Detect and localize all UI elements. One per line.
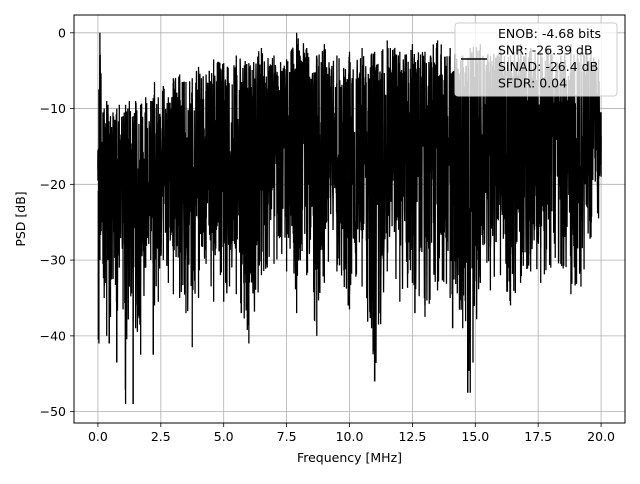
axis-ticks: 0.0 2.5 5.0 7.5 10.0 12.5 15.0 17.5 20.0 0 −10 −20 −… — [40, 25, 615, 444]
legend: ENOB: -4.68 bits SNR: -26.39 dB SINAD: -26… — [454, 22, 618, 97]
x-tick-label: 17.5 — [524, 429, 552, 444]
x-tick-label: 20.0 — [587, 429, 615, 444]
plot-area — [97, 32, 602, 405]
legend-box — [454, 22, 618, 97]
y-tick-label: −40 — [40, 328, 66, 343]
y-axis-label: PSD [dB] — [13, 191, 28, 246]
y-tick-label: −10 — [40, 101, 66, 116]
legend-label: ENOB: -4.68 bits SNR: -26.39 dB SINAD: -26… — [498, 26, 601, 91]
x-tick-label: 5.0 — [214, 429, 234, 444]
x-tick-label: 0.0 — [88, 429, 108, 444]
x-tick-label: 15.0 — [461, 429, 489, 444]
y-tick-label: 0 — [58, 25, 66, 40]
y-tick-label: −30 — [40, 253, 66, 268]
y-tick-label: −50 — [40, 404, 66, 419]
x-tick-label: 2.5 — [151, 429, 171, 444]
x-tick-label: 12.5 — [398, 429, 426, 444]
y-tick-label: −20 — [40, 177, 66, 192]
x-tick-label: 10.0 — [336, 429, 364, 444]
x-tick-label: 7.5 — [277, 429, 297, 444]
x-axis-label: Frequency [MHz] — [297, 450, 402, 465]
